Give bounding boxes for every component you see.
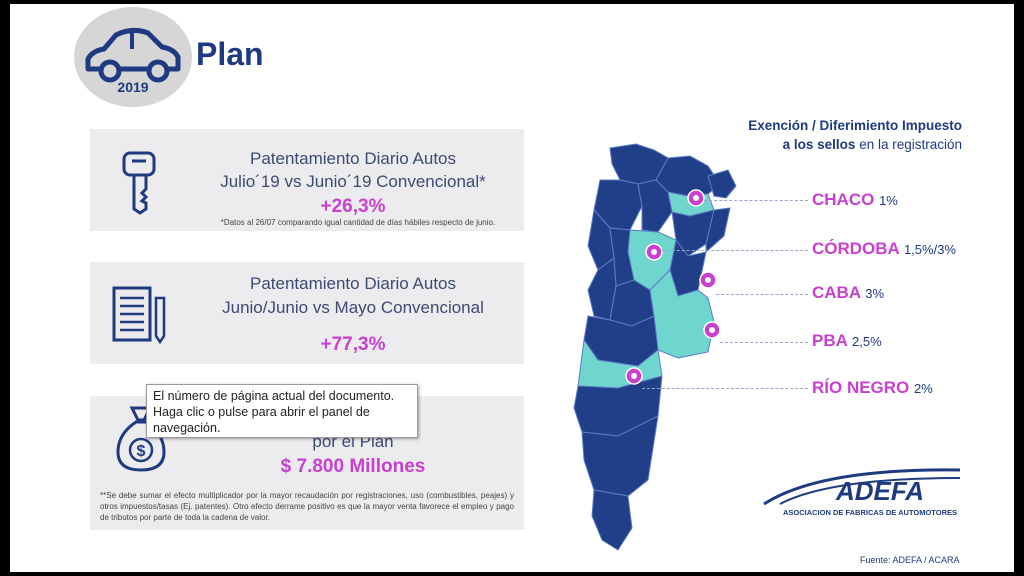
logo-badge: 2019 [74,7,192,107]
card1-value: +26,3% [320,196,386,217]
province-rionegro-name: RÍO NEGRO [812,378,910,397]
card1-note: *Datos al 26/07 comparando igual cantida… [220,218,496,227]
exemption-title: Exención / Diferimiento Impuesto a los s… [622,116,962,154]
card1-line1: Patentamiento Diario Autos [249,149,456,168]
presentation-slide: 2019 Plan Patentamiento Diario Autos Jul… [10,4,1014,572]
adefa-wordmark: ADEFA [835,476,924,506]
card1-line2: Julio´19 vs Junio´19 Convencional* [220,172,486,191]
card2-line2: Junio/Junio vs Mayo Convencional [222,298,484,317]
province-chaco: CHACO 1% [812,190,898,210]
pin-caba-icon [699,271,717,289]
province-caba-pct: 3% [865,286,885,301]
province-cordoba: CÓRDOBA 1,5%/3% [812,239,956,259]
province-rionegro-pct: 2% [914,381,933,396]
card3-note: **Se debe sumar el efecto multiplicador … [100,491,514,522]
pin-chaco-icon [687,189,705,207]
page-title: Plan [196,36,264,72]
card-patentamiento-junio: Patentamiento Diario Autos Junio/Junio v… [90,262,524,364]
card3-value: $ 7.800 Millones [280,456,426,477]
leader-line-rionegro [642,388,808,389]
adefa-logo: ADEFA [763,468,961,506]
leader-line-cordoba [662,250,808,251]
card2-line1: Patentamiento Diario Autos [249,274,456,293]
province-cordoba-name: CÓRDOBA [812,239,900,258]
province-pba-name: PBA [812,331,848,350]
svg-text:$: $ [137,443,146,460]
province-pba: PBA 2,5% [812,331,882,351]
leader-line-pba [720,342,808,343]
province-caba: CABA 3% [812,283,884,303]
page-number-tooltip: El número de página actual del documento… [146,384,418,438]
exemption-title-line1: Exención / Diferimiento Impuesto [748,118,962,133]
exemption-title-rest: en la registración [855,137,962,152]
province-pba-pct: 2,5% [852,334,882,349]
pin-cordoba-icon [645,243,663,261]
leader-line-chaco [704,200,808,201]
card-patentamiento-julio: Patentamiento Diario Autos Julio´19 vs J… [90,129,524,231]
province-caba-name: CABA [812,283,861,302]
document-pencil-icon [112,286,166,344]
card2-value: +77,3% [320,334,386,355]
adefa-subtitle: ASOCIACION DE FABRICAS DE AUTOMOTORES [782,508,958,517]
logo-year: 2019 [117,79,149,95]
key-icon [122,151,156,215]
source-note: Fuente: ADEFA / ACARA [860,555,960,565]
car-icon [85,27,181,83]
province-cordoba-pct: 1,5%/3% [903,242,956,257]
pin-rionegro-icon [625,367,643,385]
leader-line-caba [716,294,808,295]
province-chaco-name: CHACO [812,190,875,209]
exemption-title-line2: a los sellos [782,137,856,152]
pin-pba-icon [703,321,721,339]
money-bag-icon: $ [116,406,166,472]
province-rionegro: RÍO NEGRO 2% [812,378,933,398]
argentina-map [573,143,737,551]
province-chaco-pct: 1% [879,193,898,208]
